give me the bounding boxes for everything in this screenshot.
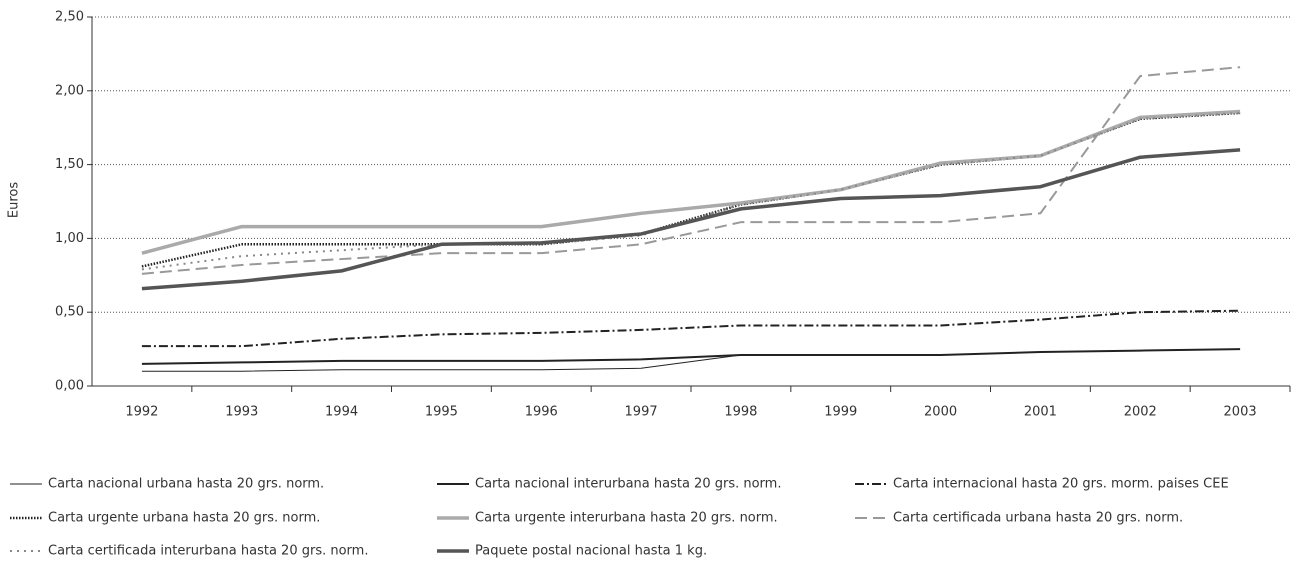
series-line [141, 109, 1241, 255]
x-tick-label: 1994 [325, 405, 358, 420]
y-tick-label: 2,50 [55, 10, 84, 25]
series-line [141, 111, 1241, 268]
y-tick-label: 0,50 [55, 305, 84, 320]
y-axis-label: Euros [7, 182, 22, 218]
series-line [141, 148, 1241, 291]
legend-label: Carta urgente interurbana hasta 20 grs. … [475, 511, 778, 526]
legend-label: Carta certificada urbana hasta 20 grs. n… [893, 511, 1183, 526]
x-tick-label: 1999 [824, 405, 857, 420]
y-tick-label: 0,00 [55, 379, 84, 394]
legend-label: Carta nacional urbana hasta 20 grs. norm… [48, 477, 324, 492]
legend-label: Carta urgente urbana hasta 20 grs. norm. [48, 511, 320, 526]
legend-label: Carta certificada interurbana hasta 20 g… [48, 544, 368, 559]
legend-label: Carta internacional hasta 20 grs. morm. … [893, 477, 1229, 492]
x-tick-label: 1998 [724, 405, 757, 420]
series-line [141, 348, 1241, 365]
x-tick-label: 2002 [1124, 405, 1157, 420]
series-line [141, 309, 1241, 348]
x-tick-label: 1992 [125, 405, 158, 420]
y-tick-label: 1,50 [55, 157, 84, 172]
series-line [141, 111, 1241, 271]
x-tick-label: 1997 [625, 405, 658, 420]
x-tick-label: 1993 [225, 405, 258, 420]
x-tick-label: 2000 [924, 405, 957, 420]
x-tick-label: 2003 [1224, 405, 1257, 420]
series-line [141, 66, 1241, 275]
x-tick-label: 1996 [525, 405, 558, 420]
y-tick-label: 1,00 [55, 231, 84, 246]
y-tick-label: 2,00 [55, 83, 84, 98]
legend-label: Carta nacional interurbana hasta 20 grs.… [475, 477, 781, 492]
x-tick-label: 1995 [425, 405, 458, 420]
legend-label: Paquete postal nacional hasta 1 kg. [475, 544, 707, 559]
x-tick-label: 2001 [1024, 405, 1057, 420]
